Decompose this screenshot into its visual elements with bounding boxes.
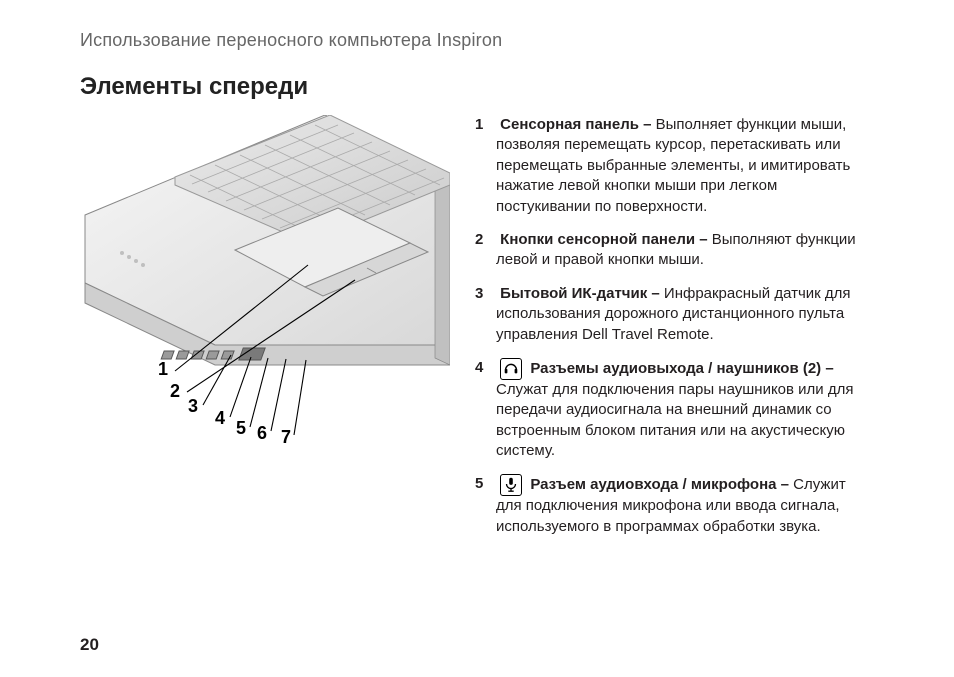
page-number: 20 xyxy=(80,635,99,655)
callout-6: 6 xyxy=(257,423,267,444)
two-column-layout: 1 2 3 4 5 6 7 1 Сенсорная панель – Выпол… xyxy=(80,115,874,550)
callout-1: 1 xyxy=(158,359,168,380)
item-lead: Разъемы аудиовыхода / наушников (2) – xyxy=(526,360,834,377)
list-item: 1 Сенсорная панель – Выполняет функции м… xyxy=(496,115,856,217)
headphones-icon xyxy=(500,358,522,380)
item-body-text: Служат для подключения пары наушников ил… xyxy=(496,381,853,459)
item-lead: Разъем аудиовхода / микрофона – xyxy=(526,476,793,493)
item-number: 5 xyxy=(475,474,491,494)
illustration-column: 1 2 3 4 5 6 7 xyxy=(80,115,450,550)
list-item: 3 Бытовой ИК-датчик – Инфракрасный датчи… xyxy=(496,284,856,345)
callout-2: 2 xyxy=(170,381,180,402)
list-item: 4 Разъемы аудиовыхода / наушников (2) – … xyxy=(496,358,856,462)
section-title: Элементы спереди xyxy=(80,73,874,101)
item-number: 4 xyxy=(475,358,491,378)
item-lead: Кнопки сенсорной панели – xyxy=(500,231,712,248)
callout-5: 5 xyxy=(236,418,246,439)
item-number: 2 xyxy=(475,230,491,250)
callout-3: 3 xyxy=(188,396,198,417)
item-number: 3 xyxy=(475,284,491,304)
list-item: 5 Разъем аудиовхода / микрофона – Служит… xyxy=(496,474,856,537)
callout-4: 4 xyxy=(215,408,225,429)
microphone-icon xyxy=(500,474,522,496)
laptop-illustration: 1 2 3 4 5 6 7 xyxy=(80,115,450,435)
item-lead: Сенсорная панель – xyxy=(500,116,655,133)
list-item: 2 Кнопки сенсорной панели – Выполняют фу… xyxy=(496,230,856,271)
running-header: Использование переносного компьютера Ins… xyxy=(80,30,874,51)
laptop-svg xyxy=(80,115,450,435)
item-number: 1 xyxy=(475,115,491,135)
items-column: 1 Сенсорная панель – Выполняет функции м… xyxy=(496,115,856,550)
item-lead: Бытовой ИК-датчик – xyxy=(500,285,664,302)
callout-7: 7 xyxy=(281,427,291,448)
page-content: Использование переносного компьютера Ins… xyxy=(80,30,874,550)
